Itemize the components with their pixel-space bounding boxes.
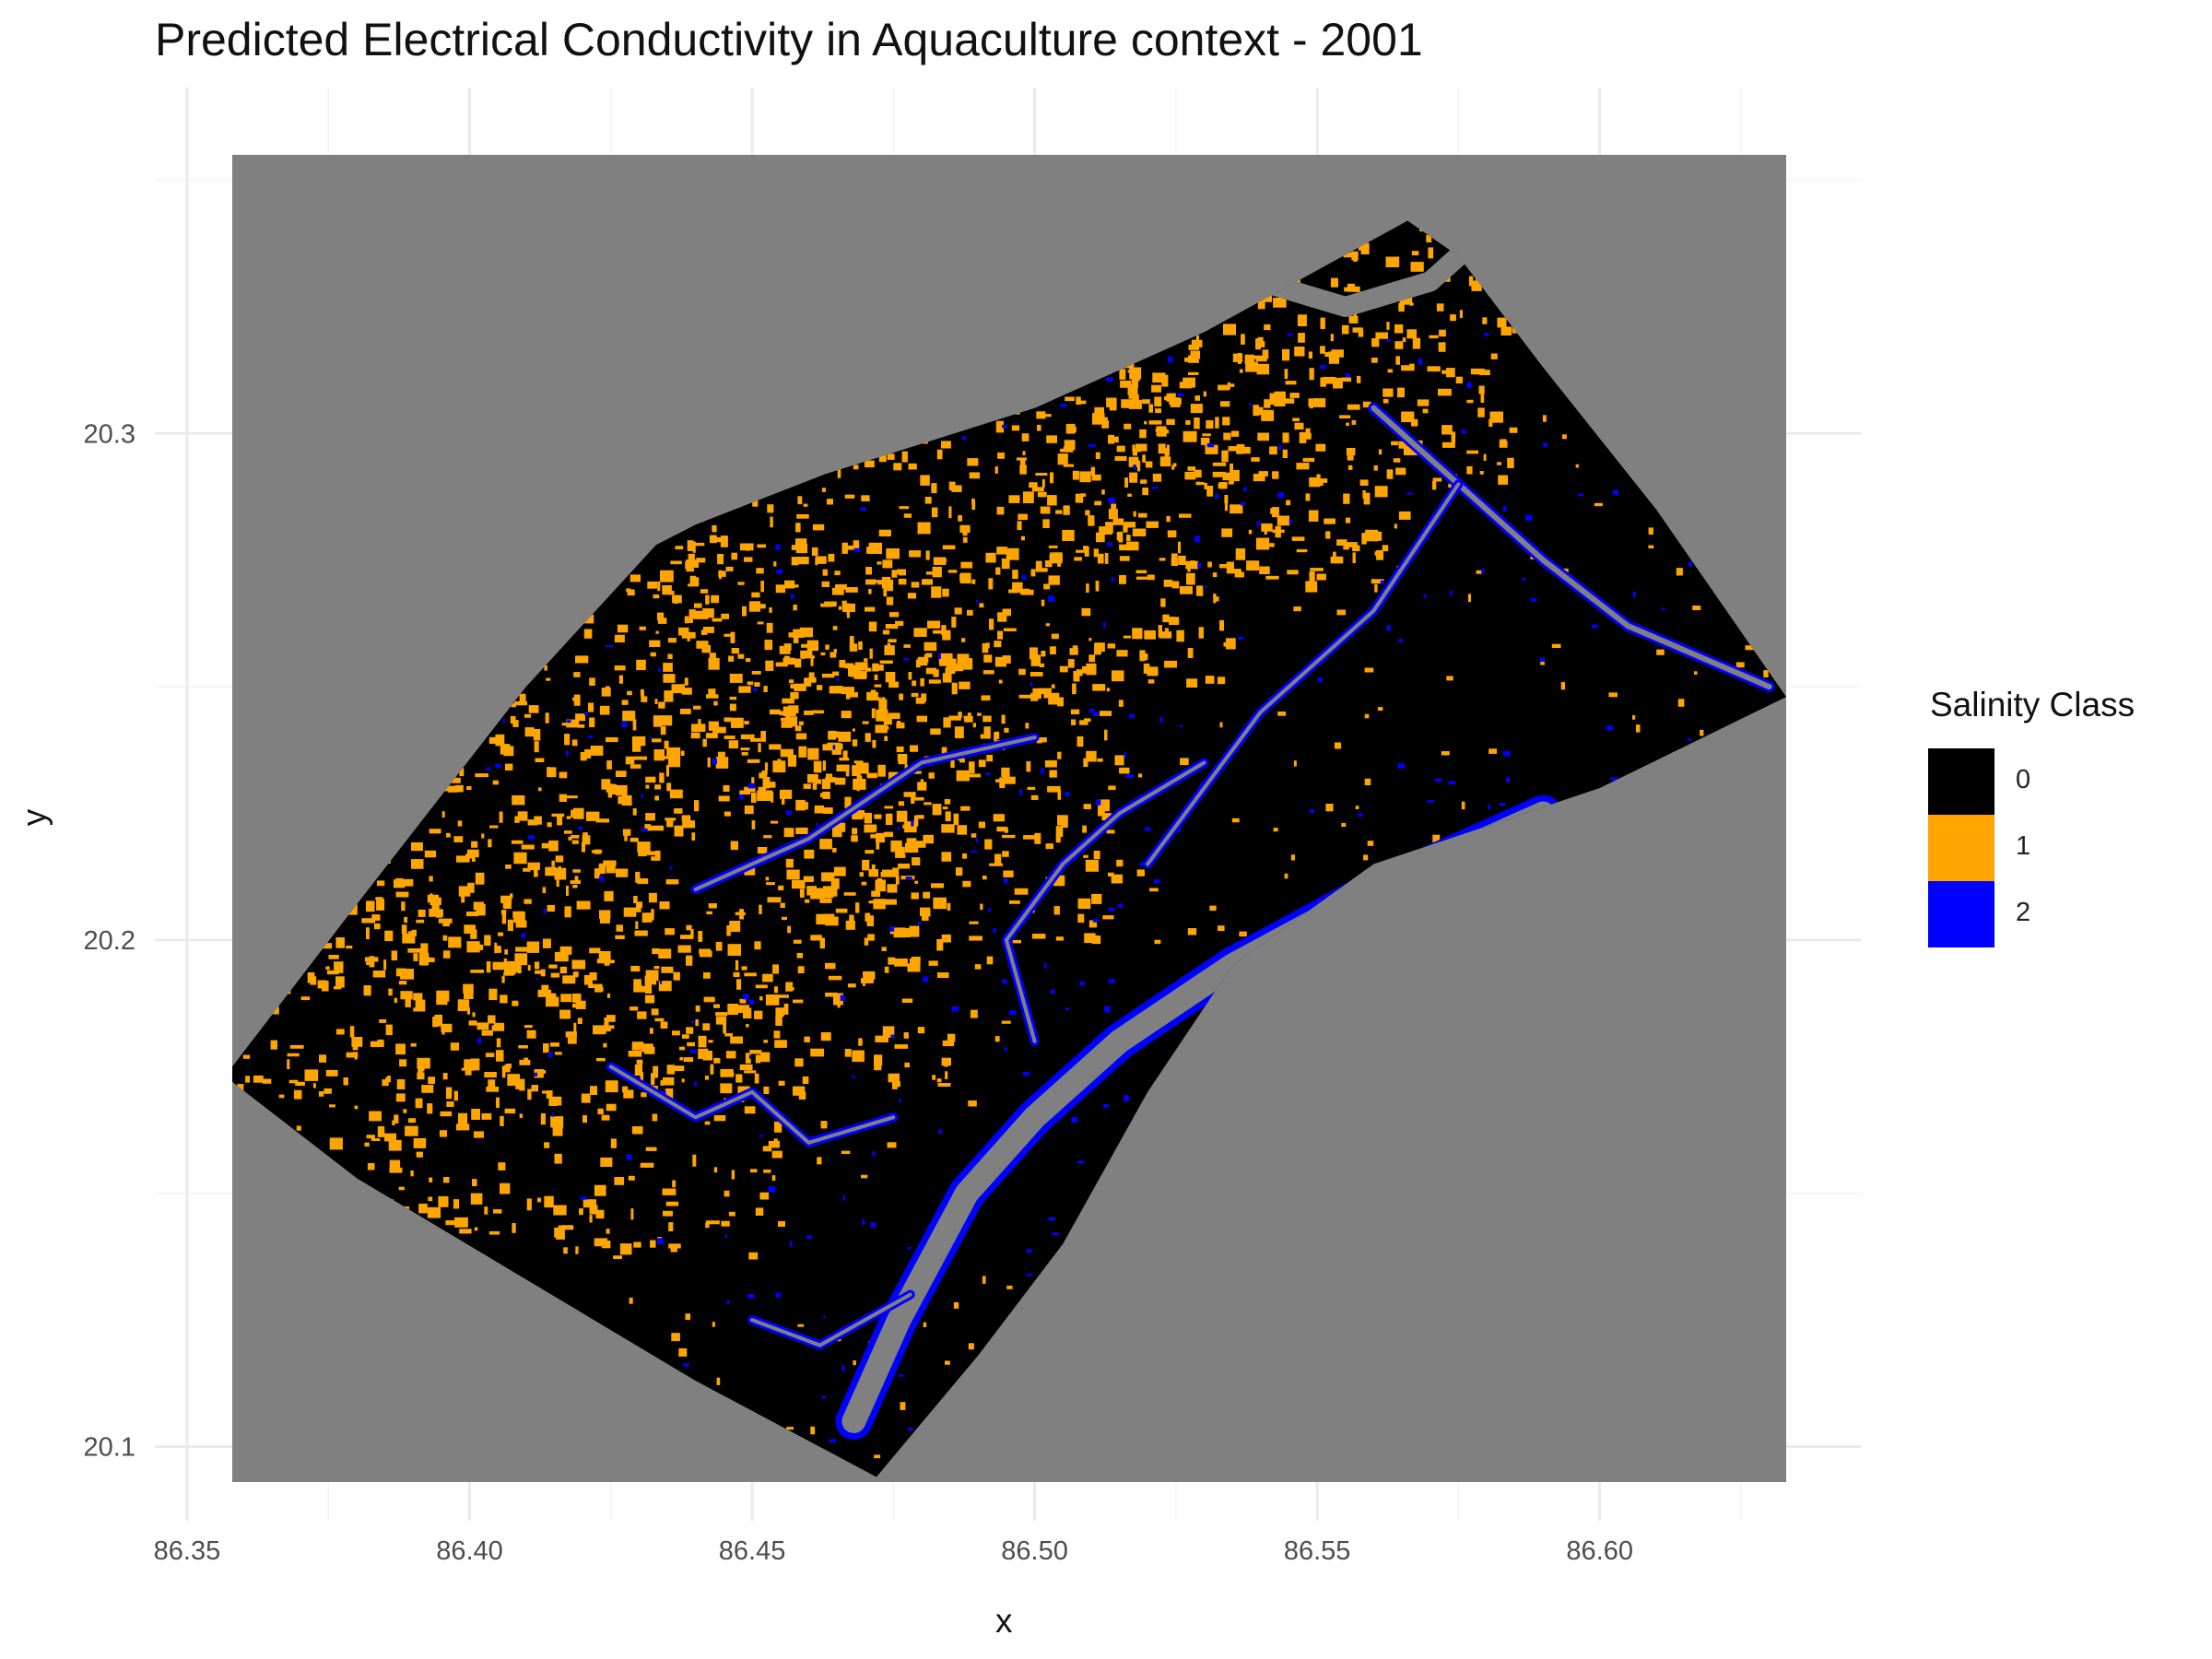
legend-key-0 <box>1928 748 1994 815</box>
x-tick-label-1: 86.40 <box>436 1536 503 1566</box>
x-tick-label-2: 86.45 <box>719 1536 786 1566</box>
y-tick-label-2: 20.3 <box>84 419 135 449</box>
x-axis-ticks: 86.35 86.40 86.45 86.50 86.55 86.60 <box>154 1536 1633 1566</box>
x-tick-label-5: 86.60 <box>1566 1536 1633 1566</box>
salinity-patches <box>232 220 1786 1477</box>
legend-label-2: 2 <box>2016 898 2031 927</box>
x-tick-label-3: 86.50 <box>1001 1536 1068 1566</box>
legend-key-2 <box>1928 881 1994 947</box>
x-tick-label-4: 86.55 <box>1284 1536 1351 1566</box>
x-tick-label-0: 86.35 <box>154 1536 221 1566</box>
legend-label-0: 0 <box>2016 765 2031 794</box>
x-axis-label: x <box>995 1602 1013 1640</box>
y-axis-label: y <box>15 808 53 827</box>
legend-title: Salinity Class <box>1930 686 2136 724</box>
chart-title: Predicted Electrical Conductivity in Aqu… <box>155 14 1423 65</box>
y-axis-ticks: 20.1 20.2 20.3 <box>84 419 135 1462</box>
y-tick-label-1: 20.2 <box>84 926 135 956</box>
y-tick-label-0: 20.1 <box>84 1433 135 1463</box>
legend-key-1 <box>1928 815 1994 881</box>
legend-label-1: 1 <box>2016 831 2031 861</box>
study-region <box>232 220 1786 1477</box>
